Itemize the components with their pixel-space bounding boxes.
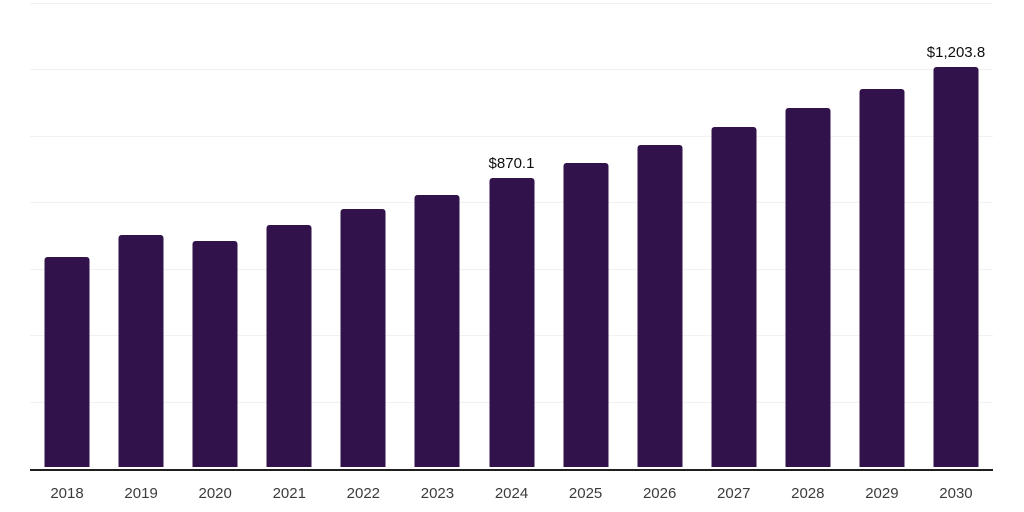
x-axis: 2018 2019 2020 2021 2022 2023 2024 2025 2026 2027… (30, 471, 993, 502)
bars-container: $870.1 $1,203.8 (30, 2, 993, 467)
x-tick-2023: 2023 (420, 485, 455, 502)
x-tick-2030: 2030 (939, 485, 973, 502)
band-2021 (252, 2, 326, 467)
bar-2022 (340, 208, 386, 467)
x-tick-2021: 2021 (272, 485, 306, 502)
band-2020 (178, 2, 252, 467)
band-2025 (549, 2, 623, 467)
x-tick-2020: 2020 (198, 485, 232, 502)
band-2018 (30, 2, 104, 467)
bar-2019 (118, 234, 164, 467)
bar-2021 (266, 224, 312, 467)
band-2027 (697, 2, 771, 467)
x-tick-2029: 2029 (865, 485, 899, 502)
bar-2027 (711, 126, 757, 467)
gridline-1000 (30, 135, 993, 137)
band-2023 (400, 2, 474, 467)
plot-area: $870.1 $1,203.8 (30, 2, 993, 471)
bar-2023 (414, 194, 460, 467)
band-2030: $1,203.8 (919, 2, 993, 467)
bar-2024 (489, 178, 534, 467)
gridline-1200 (30, 69, 993, 71)
bar-2018 (44, 257, 90, 467)
band-2024: $870.1 (474, 2, 548, 467)
bar-2026 (637, 145, 683, 467)
data-label-2030: $1,203.8 (926, 44, 986, 62)
bar-2030 (933, 67, 979, 467)
data-label-2024: $870.1 (488, 155, 535, 173)
bar-2020 (192, 240, 238, 467)
x-tick-2026: 2026 (642, 485, 677, 502)
bar-2028 (785, 108, 831, 467)
band-2028 (771, 2, 845, 467)
x-tick-2025: 2025 (568, 485, 603, 502)
x-tick-2018: 2018 (50, 485, 84, 502)
x-tick-2027: 2027 (717, 485, 751, 502)
band-2029 (845, 2, 919, 467)
x-tick-2022: 2022 (346, 485, 381, 502)
band-2022 (326, 2, 400, 467)
band-2019 (104, 2, 178, 467)
bar-2025 (563, 162, 609, 467)
band-2026 (623, 2, 697, 467)
bar-2029 (859, 89, 905, 467)
gridline-1400 (30, 3, 993, 4)
x-tick-2019: 2019 (124, 485, 158, 502)
x-tick-2024: 2024 (494, 485, 529, 502)
x-tick-2028: 2028 (791, 485, 825, 502)
